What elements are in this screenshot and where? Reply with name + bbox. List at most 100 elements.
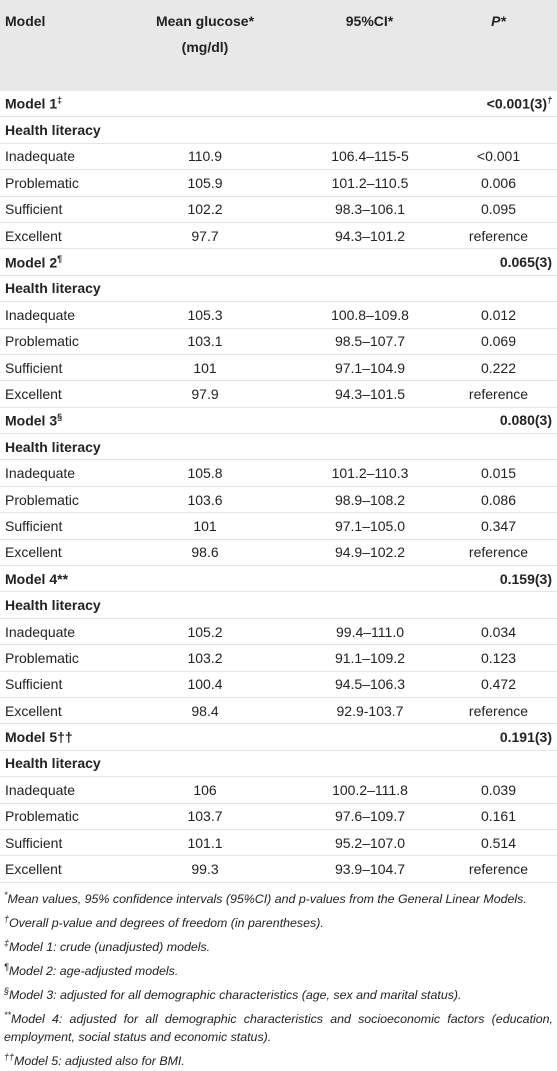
cell: 105.9 xyxy=(140,169,270,197)
cell: 105.2 xyxy=(140,618,270,646)
empty-cell xyxy=(140,91,270,118)
cell: reference xyxy=(440,697,557,725)
cell: 101.2–110.3 xyxy=(270,459,440,487)
data-row: Inadequate 110.9 106.4–115-5 <0.001 xyxy=(0,143,557,171)
footnote: **Model 4: adjusted for all demographic … xyxy=(4,1006,553,1046)
table-body: Model 1‡ <0.001(3)† Health literacy Inadequ… xyxy=(0,91,557,883)
p-cell: 0.065(3) xyxy=(440,248,557,276)
cell: reference xyxy=(440,380,557,408)
footnote-symbol: § xyxy=(4,986,10,997)
subheading: Health literacy xyxy=(0,591,557,619)
cell: 97.6–109.7 xyxy=(270,803,440,830)
cell: 110.9 xyxy=(140,143,270,171)
cell: 100.2–111.8 xyxy=(270,776,440,804)
results-table: Model Mean glucose* (mg/dl) 95%CI* P* Mo… xyxy=(0,0,557,883)
model-label: Model 4** xyxy=(5,570,69,587)
footnote: ¶Model 2: age-adjusted models. xyxy=(4,958,553,980)
cell: <0.001 xyxy=(440,143,557,171)
cell: reference xyxy=(440,222,557,250)
p-value: <0.001(3) xyxy=(486,96,547,113)
cell: 94.9–102.2 xyxy=(270,539,440,567)
cell: Inadequate xyxy=(0,143,140,171)
cell: 95.2–107.0 xyxy=(270,829,440,857)
cell: Excellent xyxy=(0,539,140,567)
data-row: Sufficient 100.4 94.5–106.3 0.472 xyxy=(0,671,557,698)
data-row: Sufficient 101.1 95.2–107.0 0.514 xyxy=(0,829,557,857)
data-row: Inadequate 106 100.2–111.8 0.039 xyxy=(0,776,557,804)
cell: 0.086 xyxy=(440,486,557,514)
model-label: Model 3 xyxy=(5,412,58,429)
model-label: Model 1 xyxy=(5,96,58,113)
p-cell: 0.159(3) xyxy=(440,565,557,593)
data-row: Excellent 97.9 94.3–101.5 reference xyxy=(0,380,557,408)
footnote: §Model 3: adjusted for all demographic c… xyxy=(4,982,553,1004)
footnote-text: Model 5: adjusted also for BMI. xyxy=(14,1054,185,1069)
data-row: Inadequate 105.3 100.8–109.8 0.012 xyxy=(0,301,557,329)
cell: 98.6 xyxy=(140,539,270,567)
cell: 0.347 xyxy=(440,512,557,540)
cell: 101.1 xyxy=(140,829,270,857)
cell: 106.4–115-5 xyxy=(270,143,440,171)
p-value: 0.080(3) xyxy=(499,412,552,429)
cell: Sufficient xyxy=(0,671,140,698)
cell: Sufficient xyxy=(0,512,140,540)
model-row: Model 2¶ 0.065(3) xyxy=(0,248,557,276)
footnote-symbol: * xyxy=(4,889,8,900)
data-row: Excellent 99.3 93.9–104.7 reference xyxy=(0,855,557,883)
cell: Sufficient xyxy=(0,829,140,857)
data-row: Excellent 98.6 94.9–102.2 reference xyxy=(0,539,557,567)
cell: reference xyxy=(440,855,557,883)
empty-cell xyxy=(270,248,440,276)
cell: 0.095 xyxy=(440,196,557,223)
cell: Inadequate xyxy=(0,776,140,804)
cell: Excellent xyxy=(0,697,140,725)
empty-cell xyxy=(140,565,270,593)
p-value: 0.065(3) xyxy=(499,254,552,271)
cell: 0.015 xyxy=(440,459,557,487)
cell: Excellent xyxy=(0,855,140,883)
cell: 0.472 xyxy=(440,671,557,698)
cell: 99.4–111.0 xyxy=(270,618,440,646)
model-cell: Model 4** xyxy=(0,565,140,593)
model-row: Model 5†† 0.191(3) xyxy=(0,723,557,751)
cell: 103.7 xyxy=(140,803,270,830)
cell: 98.5–107.7 xyxy=(270,328,440,355)
subheading: Health literacy xyxy=(0,433,557,461)
cell: Problematic xyxy=(0,803,140,830)
cell: Problematic xyxy=(0,169,140,197)
footnote-mark: † xyxy=(546,95,552,106)
data-row: Excellent 98.4 92.9-103.7 reference xyxy=(0,697,557,725)
empty-cell xyxy=(140,248,270,276)
header-cell: Model xyxy=(0,0,140,91)
p-value: 0.159(3) xyxy=(499,570,552,587)
cell: 94.5–106.3 xyxy=(270,671,440,698)
model-row: Model 3§ 0.080(3) xyxy=(0,407,557,435)
footnote-symbol: ¶ xyxy=(4,962,9,973)
data-row: Sufficient 102.2 98.3–106.1 0.095 xyxy=(0,196,557,223)
subheading: Health literacy xyxy=(0,275,557,303)
data-row: Inadequate 105.8 101.2–110.3 0.015 xyxy=(0,459,557,487)
footnote-symbol: † xyxy=(4,913,10,924)
cell: 99.3 xyxy=(140,855,270,883)
subheading: Health literacy xyxy=(0,750,557,778)
subheading-row: Health literacy xyxy=(0,116,557,144)
cell: 103.1 xyxy=(140,328,270,355)
model-cell: Model 2¶ xyxy=(0,248,140,276)
empty-cell xyxy=(270,565,440,593)
cell: Sufficient xyxy=(0,354,140,382)
cell: Inadequate xyxy=(0,459,140,487)
empty-cell xyxy=(140,723,270,751)
footnote-text: Mean values, 95% confidence intervals (9… xyxy=(7,891,527,906)
header-row: Model Mean glucose* (mg/dl) 95%CI* P* xyxy=(0,0,557,91)
empty-cell xyxy=(270,91,440,118)
cell: 100.8–109.8 xyxy=(270,301,440,329)
data-row: Problematic 103.6 98.9–108.2 0.086 xyxy=(0,486,557,514)
p-cell: 0.191(3) xyxy=(440,723,557,751)
data-row: Sufficient 101 97.1–104.9 0.222 xyxy=(0,354,557,382)
cell: 0.123 xyxy=(440,644,557,672)
header-cell: P* xyxy=(440,0,557,91)
cell: 0.222 xyxy=(440,354,557,382)
subheading-row: Health literacy xyxy=(0,591,557,619)
data-row: Inadequate 105.2 99.4–111.0 0.034 xyxy=(0,618,557,646)
